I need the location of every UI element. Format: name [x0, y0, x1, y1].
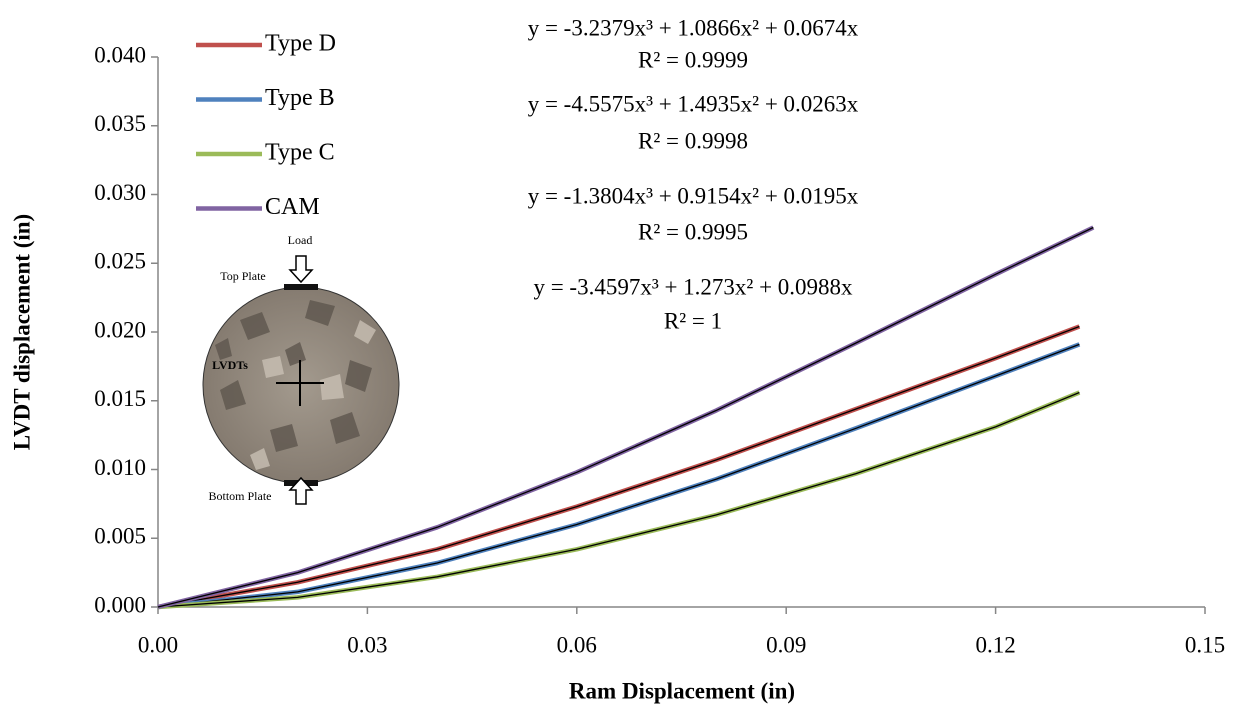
- y-tick-label: 0.030: [94, 180, 146, 205]
- trendline-equation: y = -3.4597x³ + 1.273x² + 0.0988x: [533, 274, 853, 299]
- trendline: [157, 226, 1094, 608]
- top-plate: [284, 284, 318, 290]
- trendline-equation: R² = 1: [664, 308, 722, 333]
- legend-label: Type C: [265, 140, 335, 166]
- trendline: [157, 325, 1080, 608]
- y-tick-label: 0.025: [94, 249, 146, 274]
- x-tick-label: 0.03: [347, 632, 387, 657]
- load-arrow: [288, 255, 314, 284]
- trendline-equation: R² = 0.9998: [638, 128, 748, 153]
- x-tick-label: 0.12: [975, 632, 1015, 657]
- trendline: [157, 391, 1080, 608]
- inset-label: Bottom Plate: [209, 489, 272, 503]
- legend-label: Type D: [265, 31, 336, 57]
- inset-label: Top Plate: [220, 269, 266, 283]
- y-tick-label: 0.020: [94, 317, 146, 342]
- y-axis-title: LVDT displacement (in): [9, 214, 34, 450]
- legend-label: Type B: [265, 85, 335, 111]
- x-tick-label: 0.00: [138, 632, 178, 657]
- x-axis-title: Ram Displacement (in): [569, 678, 795, 703]
- trendline-equation: R² = 0.9995: [638, 219, 748, 244]
- x-tick-label: 0.09: [766, 632, 806, 657]
- x-tick-label: 0.06: [557, 632, 597, 657]
- y-tick-label: 0.035: [94, 111, 146, 136]
- y-tick-label: 0.005: [94, 524, 146, 549]
- texture: [215, 300, 372, 452]
- y-tick-label: 0.015: [94, 386, 146, 411]
- legend-label: CAM: [265, 194, 320, 220]
- trendline-equation: y = -1.3804x³ + 0.9154x² + 0.0195x: [528, 183, 859, 208]
- load-arrow: [288, 476, 314, 505]
- inset-label: Load: [288, 233, 313, 247]
- trendline-equation: R² = 0.9999: [638, 47, 748, 72]
- x-tick-label: 0.15: [1185, 632, 1225, 657]
- specimen-inset: Load Top Plate LVDTs Bottom Plate: [202, 233, 400, 505]
- y-tick-label: 0.010: [94, 455, 146, 480]
- trendline: [157, 343, 1080, 608]
- trendline-equation: y = -4.5575x³ + 1.4935x² + 0.0263x: [528, 91, 859, 116]
- texture-light: [250, 320, 376, 470]
- trendline-equation: y = -3.2379x³ + 1.0866x² + 0.0674x: [528, 15, 859, 40]
- y-tick-label: 0.040: [94, 42, 146, 67]
- y-tick-label: 0.000: [94, 592, 146, 617]
- inset-label: LVDTs: [212, 358, 248, 372]
